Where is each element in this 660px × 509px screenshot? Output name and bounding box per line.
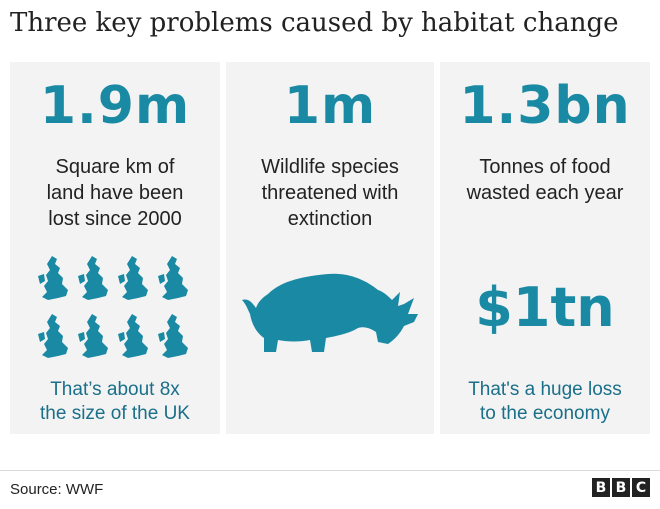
description-land-lost: Square km of land have been lost since 2… — [10, 154, 220, 232]
uk-map-icon-grid — [38, 256, 188, 358]
uk-map-icon — [78, 256, 108, 300]
uk-map-icon — [158, 256, 188, 300]
uk-map-icon — [118, 314, 148, 358]
bbc-logo: B B C — [592, 478, 650, 497]
note-uk-size: That’s about 8x the size of the UK — [10, 378, 220, 426]
note-line: That’s about 8x — [50, 379, 180, 400]
source-credit: Source: WWF — [10, 481, 104, 498]
panel-food-waste: 1.3bn Tonnes of food wasted each year $1… — [440, 62, 650, 434]
uk-map-icon — [78, 314, 108, 358]
uk-map-icon — [118, 256, 148, 300]
panel-land-lost: 1.9m Square km of land have been lost si… — [10, 62, 220, 434]
description-line: extinction — [287, 208, 373, 230]
note-line: to the economy — [480, 403, 610, 424]
rhino-icon — [242, 273, 418, 352]
logo-letter: B — [592, 478, 610, 497]
uk-map-icon — [38, 256, 68, 300]
description-line: lost since 2000 — [48, 208, 182, 230]
stat-economy-loss: $1tn — [475, 276, 615, 339]
description-line: Square km of — [55, 156, 175, 178]
logo-letter: B — [612, 478, 630, 497]
note-line: the size of the UK — [40, 403, 190, 424]
uk-map-icon — [38, 314, 68, 358]
stat-food-waste: 1.3bn — [459, 76, 631, 136]
stat-land-lost: 1.9m — [39, 76, 191, 136]
description-line: wasted each year — [466, 182, 624, 204]
stat-species: 1m — [283, 76, 377, 136]
panel-species: 1m Wildlife species threatened with exti… — [226, 62, 434, 434]
description-food-waste: Tonnes of food wasted each year — [440, 154, 650, 206]
footer-divider — [0, 470, 660, 471]
logo-letter: C — [632, 478, 650, 497]
description-line: land have been — [46, 182, 184, 204]
description-species: Wildlife species threatened with extinct… — [226, 154, 434, 232]
uk-map-icon — [158, 314, 188, 358]
description-line: Wildlife species — [261, 156, 399, 178]
note-line: That's a huge loss — [468, 379, 622, 400]
description-line: threatened with — [261, 182, 399, 204]
infographic-title: Three key problems caused by habitat cha… — [10, 8, 619, 38]
description-line: Tonnes of food — [479, 156, 611, 178]
note-economy: That's a huge loss to the economy — [440, 378, 650, 426]
